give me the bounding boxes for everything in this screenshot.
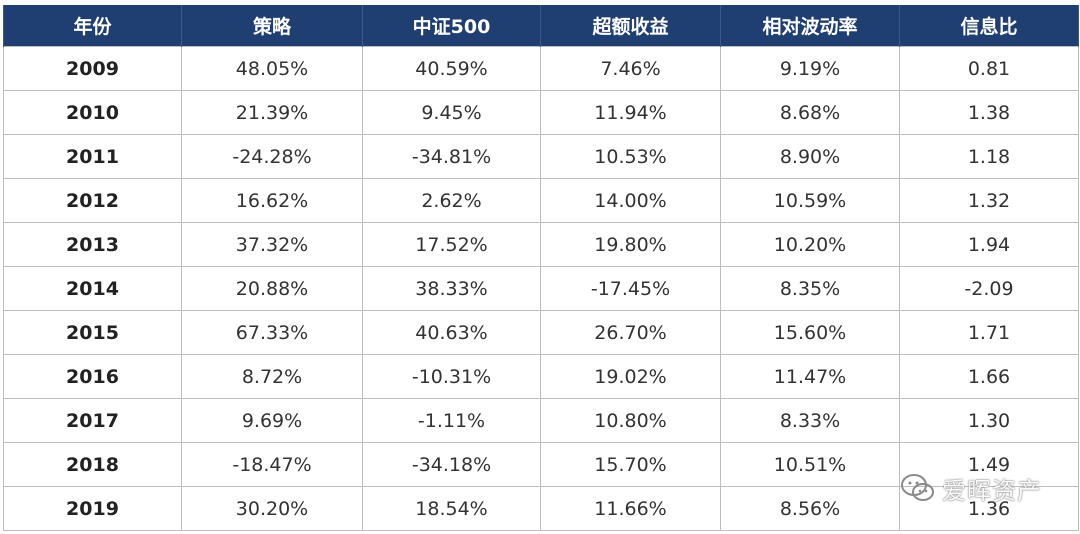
performance-table-container: 年份 策略 中证500 超额收益 相对波动率 信息比 2009 48.05% 40.… [3,5,1079,531]
cell-information-ratio: 1.30 [899,398,1079,443]
cell-year: 2011 [3,134,182,179]
cell-strategy: 67.33% [181,310,363,355]
cell-strategy: -18.47% [181,442,363,487]
table-row: 2011 -24.28% -34.81% 10.53% 8.90% 1.18 [3,134,1079,179]
cell-year: 2013 [3,222,182,267]
cell-information-ratio: 1.49 [899,442,1079,487]
cell-excess-return: 11.66% [540,486,721,531]
cell-csi500: 38.33% [362,266,541,311]
cell-year: 2019 [3,486,182,531]
column-header-strategy: 策略 [181,5,363,47]
cell-relative-volatility: 8.35% [720,266,900,311]
cell-excess-return: 10.53% [540,134,721,179]
cell-csi500: 40.59% [362,46,541,91]
cell-year: 2014 [3,266,182,311]
table-row: 2016 8.72% -10.31% 19.02% 11.47% 1.66 [3,354,1079,399]
cell-relative-volatility: 9.19% [720,46,900,91]
cell-relative-volatility: 8.68% [720,90,900,135]
cell-excess-return: 19.02% [540,354,721,399]
cell-strategy: 20.88% [181,266,363,311]
cell-strategy: 8.72% [181,354,363,399]
column-header-relative-volatility: 相对波动率 [720,5,900,47]
table-row: 2017 9.69% -1.11% 10.80% 8.33% 1.30 [3,398,1079,443]
cell-information-ratio: 1.38 [899,90,1079,135]
cell-information-ratio: 1.94 [899,222,1079,267]
cell-csi500: 9.45% [362,90,541,135]
cell-excess-return: 19.80% [540,222,721,267]
table-row: 2012 16.62% 2.62% 14.00% 10.59% 1.32 [3,178,1079,223]
cell-year: 2016 [3,354,182,399]
cell-information-ratio: 0.81 [899,46,1079,91]
table-row: 2019 30.20% 18.54% 11.66% 8.56% 1.36 [3,486,1079,531]
table-header-row: 年份 策略 中证500 超额收益 相对波动率 信息比 [3,5,1079,47]
cell-information-ratio: 1.36 [899,486,1079,531]
cell-year: 2012 [3,178,182,223]
table-body: 2009 48.05% 40.59% 7.46% 9.19% 0.81 2010 21.39%… [3,46,1079,531]
table-row: 2014 20.88% 38.33% -17.45% 8.35% -2.09 [3,266,1079,311]
cell-relative-volatility: 8.90% [720,134,900,179]
cell-year: 2009 [3,46,182,91]
column-header-year: 年份 [3,5,182,47]
cell-csi500: -34.18% [362,442,541,487]
cell-year: 2018 [3,442,182,487]
cell-strategy: 37.32% [181,222,363,267]
cell-excess-return: 7.46% [540,46,721,91]
cell-strategy: 9.69% [181,398,363,443]
table-row: 2010 21.39% 9.45% 11.94% 8.68% 1.38 [3,90,1079,135]
cell-relative-volatility: 8.33% [720,398,900,443]
cell-relative-volatility: 11.47% [720,354,900,399]
cell-strategy: -24.28% [181,134,363,179]
cell-csi500: -1.11% [362,398,541,443]
cell-excess-return: 14.00% [540,178,721,223]
column-header-csi500: 中证500 [362,5,541,47]
cell-excess-return: 15.70% [540,442,721,487]
column-header-information-ratio: 信息比 [899,5,1079,47]
cell-strategy: 16.62% [181,178,363,223]
cell-year: 2010 [3,90,182,135]
cell-csi500: 18.54% [362,486,541,531]
cell-strategy: 48.05% [181,46,363,91]
performance-table: 年份 策略 中证500 超额收益 相对波动率 信息比 2009 48.05% 40.… [3,5,1079,531]
table-row: 2015 67.33% 40.63% 26.70% 15.60% 1.71 [3,310,1079,355]
cell-strategy: 30.20% [181,486,363,531]
cell-information-ratio: 1.32 [899,178,1079,223]
cell-excess-return: 11.94% [540,90,721,135]
cell-information-ratio: 1.71 [899,310,1079,355]
cell-csi500: -10.31% [362,354,541,399]
cell-relative-volatility: 10.20% [720,222,900,267]
cell-relative-volatility: 10.59% [720,178,900,223]
cell-csi500: -34.81% [362,134,541,179]
cell-relative-volatility: 8.56% [720,486,900,531]
cell-excess-return: 26.70% [540,310,721,355]
cell-excess-return: 10.80% [540,398,721,443]
cell-year: 2015 [3,310,182,355]
cell-csi500: 2.62% [362,178,541,223]
cell-information-ratio: 1.18 [899,134,1079,179]
cell-information-ratio: 1.66 [899,354,1079,399]
cell-csi500: 17.52% [362,222,541,267]
cell-excess-return: -17.45% [540,266,721,311]
table-row: 2018 -18.47% -34.18% 15.70% 10.51% 1.49 [3,442,1079,487]
cell-csi500: 40.63% [362,310,541,355]
cell-relative-volatility: 10.51% [720,442,900,487]
table-row: 2013 37.32% 17.52% 19.80% 10.20% 1.94 [3,222,1079,267]
cell-information-ratio: -2.09 [899,266,1079,311]
cell-relative-volatility: 15.60% [720,310,900,355]
table-row: 2009 48.05% 40.59% 7.46% 9.19% 0.81 [3,46,1079,91]
cell-year: 2017 [3,398,182,443]
column-header-excess-return: 超额收益 [540,5,721,47]
cell-strategy: 21.39% [181,90,363,135]
